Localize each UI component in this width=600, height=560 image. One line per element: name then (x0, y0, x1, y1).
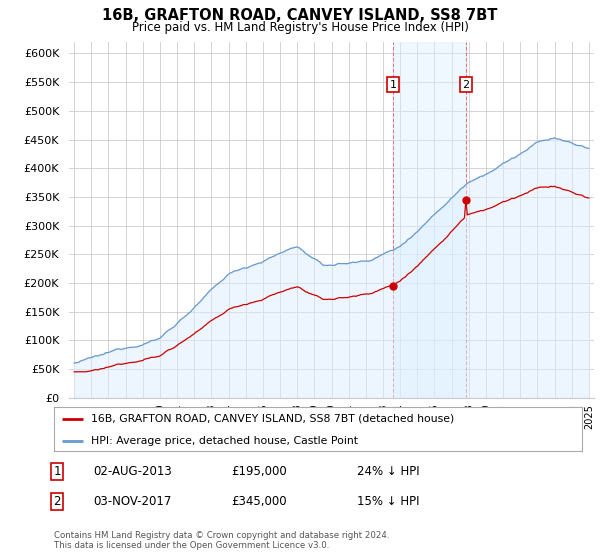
Text: Contains HM Land Registry data © Crown copyright and database right 2024.
This d: Contains HM Land Registry data © Crown c… (54, 531, 389, 550)
Text: 16B, GRAFTON ROAD, CANVEY ISLAND, SS8 7BT: 16B, GRAFTON ROAD, CANVEY ISLAND, SS8 7B… (103, 8, 497, 24)
Text: 1: 1 (53, 465, 61, 478)
Bar (393, 42, 466, 398)
Text: 1: 1 (389, 80, 397, 90)
Text: 03-NOV-2017: 03-NOV-2017 (93, 494, 172, 508)
Text: 2: 2 (53, 494, 61, 508)
Text: 16B, GRAFTON ROAD, CANVEY ISLAND, SS8 7BT (detached house): 16B, GRAFTON ROAD, CANVEY ISLAND, SS8 7B… (91, 414, 454, 424)
Text: £195,000: £195,000 (231, 465, 287, 478)
Text: 2: 2 (463, 80, 470, 90)
Text: £345,000: £345,000 (231, 494, 287, 508)
Text: 02-AUG-2013: 02-AUG-2013 (93, 465, 172, 478)
Text: HPI: Average price, detached house, Castle Point: HPI: Average price, detached house, Cast… (91, 436, 358, 446)
Text: Price paid vs. HM Land Registry's House Price Index (HPI): Price paid vs. HM Land Registry's House … (131, 21, 469, 34)
Text: 24% ↓ HPI: 24% ↓ HPI (357, 465, 419, 478)
Text: 15% ↓ HPI: 15% ↓ HPI (357, 494, 419, 508)
